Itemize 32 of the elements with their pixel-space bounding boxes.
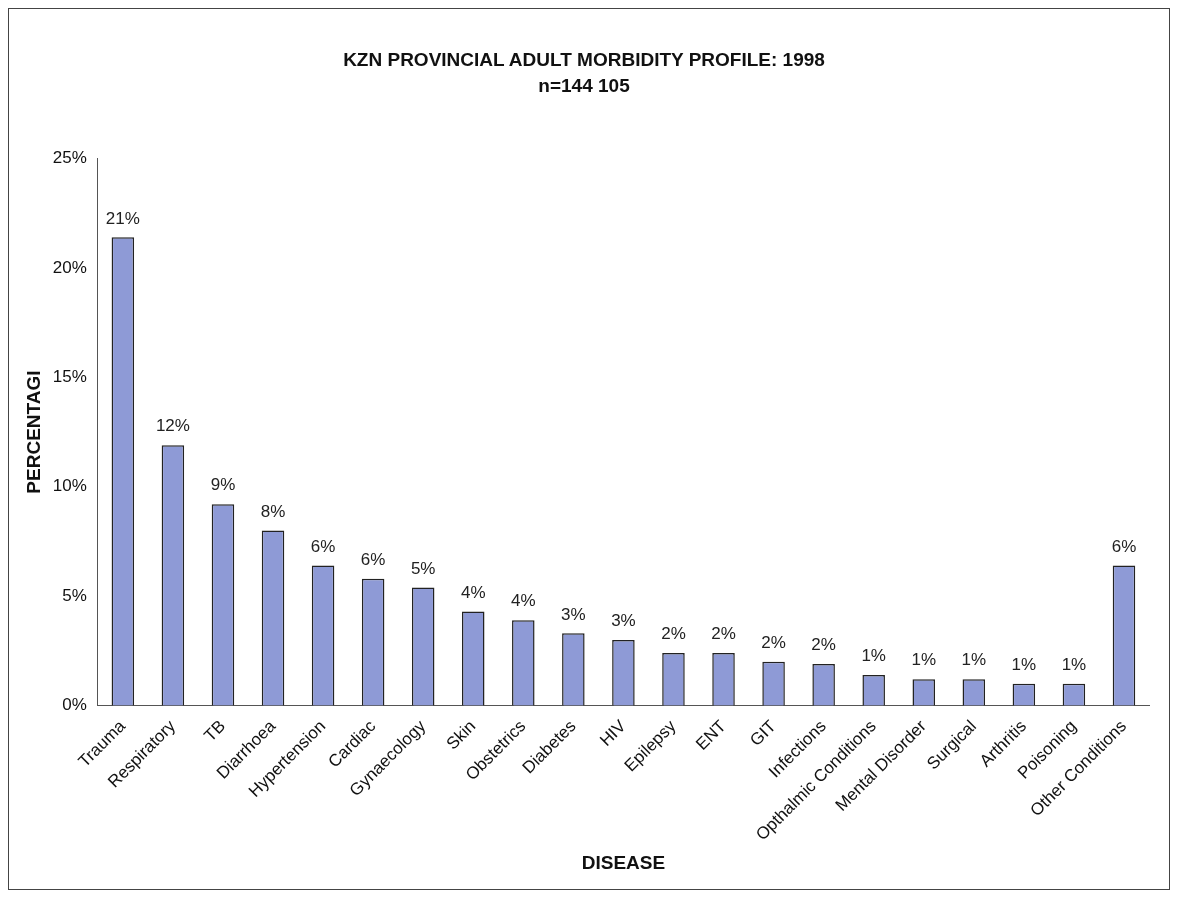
data-label: 3% [561, 604, 586, 624]
chart-title: KZN PROVINCIAL ADULT MORBIDITY PROFILE: 1998 [343, 48, 825, 70]
data-label: 12% [155, 416, 190, 436]
data-label: 2% [761, 632, 786, 652]
y-axis-title: PERCENTAGI [22, 370, 44, 494]
y-tick-label: 0% [62, 695, 87, 715]
y-tick-label: 20% [52, 257, 87, 277]
data-label: 4% [460, 582, 486, 602]
y-tick-label: 15% [52, 367, 87, 387]
y-tick-label: 10% [52, 476, 87, 496]
data-label: 6% [1111, 536, 1137, 556]
data-label: 5% [410, 558, 436, 578]
data-label: 2% [661, 624, 686, 644]
data-label: 1% [1011, 654, 1037, 674]
data-label: 3% [611, 611, 636, 631]
x-tick-label: HIV [596, 715, 631, 750]
y-tick-label: 5% [62, 585, 87, 605]
data-label: 1% [911, 650, 937, 670]
data-label: 9% [210, 475, 236, 495]
data-label: 6% [310, 536, 336, 556]
x-axis-title: DISEASE [581, 851, 666, 873]
data-label: 1% [861, 646, 886, 666]
data-label: 1% [961, 650, 987, 670]
data-label: 6% [360, 549, 386, 569]
data-label: 8% [260, 501, 286, 521]
chart-subtitle: n=144 105 [538, 75, 631, 97]
data-label: 4% [511, 591, 536, 611]
data-label: 2% [711, 624, 736, 644]
data-label: 21% [105, 208, 140, 228]
data-label: 2% [811, 635, 836, 655]
y-tick-label: 25% [52, 148, 87, 168]
data-label: 1% [1061, 654, 1087, 674]
